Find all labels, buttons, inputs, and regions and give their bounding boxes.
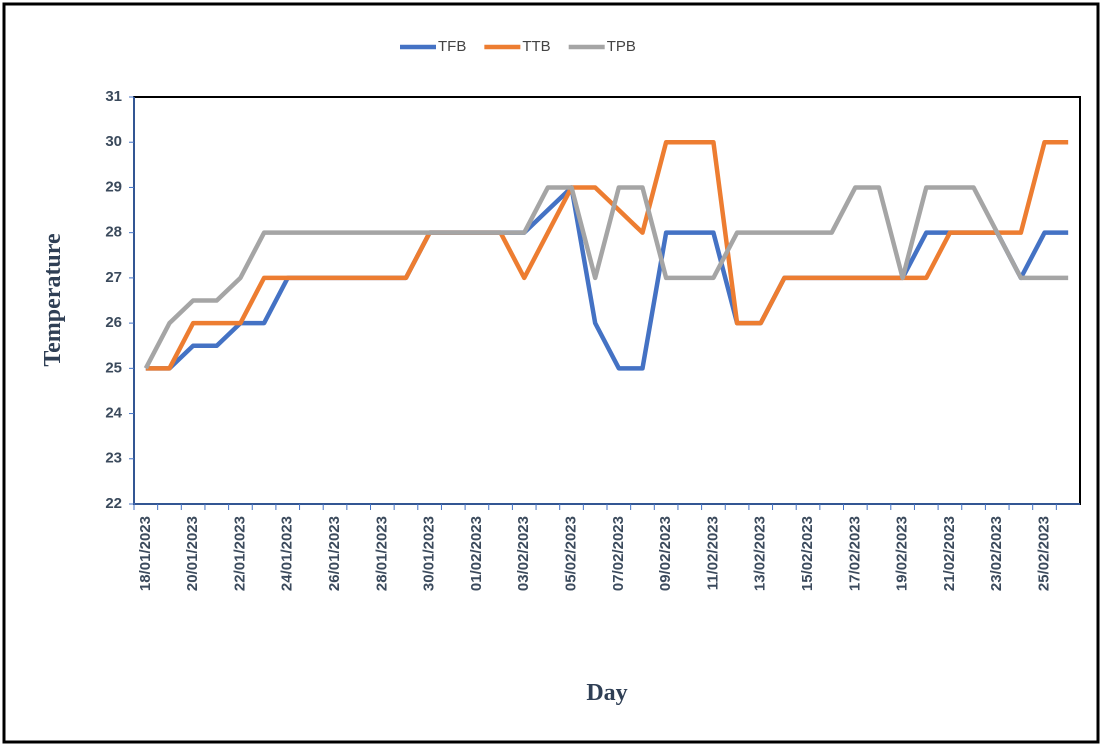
- x-tick-label: 18/01/2023: [137, 516, 154, 591]
- y-tick-label: 31: [105, 88, 122, 105]
- y-tick-label: 25: [105, 359, 122, 376]
- x-tick-label: 19/02/2023: [894, 516, 911, 591]
- y-axis-title: Temperature: [40, 233, 66, 367]
- y-tick-label: 29: [105, 178, 122, 195]
- x-tick-label: 07/02/2023: [610, 516, 627, 591]
- x-tick-label: 11/02/2023: [704, 516, 721, 590]
- x-tick-label: 30/01/2023: [421, 516, 438, 591]
- y-tick-label: 27: [105, 269, 122, 286]
- y-tick-label: 23: [105, 450, 122, 467]
- legend-label: TTB: [522, 38, 550, 55]
- x-tick-label: 01/02/2023: [468, 516, 485, 591]
- x-tick-label: 17/02/2023: [846, 516, 863, 591]
- legend-label: TFB: [438, 38, 466, 55]
- x-tick-label: 15/02/2023: [799, 516, 816, 591]
- legend-label: TPB: [607, 38, 636, 55]
- x-tick-label: 21/02/2023: [941, 516, 958, 591]
- x-tick-label: 20/01/2023: [184, 516, 201, 591]
- x-tick-label: 22/01/2023: [231, 516, 248, 591]
- x-tick-label: 05/02/2023: [562, 516, 579, 591]
- x-axis-title: Day: [586, 680, 627, 706]
- y-tick-label: 28: [105, 224, 122, 241]
- x-tick-label: 25/02/2023: [1035, 516, 1052, 591]
- y-tick-label: 26: [105, 314, 122, 331]
- legend: TFB TTB TPB: [400, 38, 636, 55]
- y-tick-label: 30: [105, 133, 122, 150]
- y-tick-label: 22: [105, 495, 122, 512]
- y-tick-label: 24: [105, 405, 122, 422]
- x-tick-label: 28/01/2023: [373, 516, 390, 591]
- x-tick-label: 23/02/2023: [988, 516, 1005, 591]
- x-tick-label: 13/02/2023: [752, 516, 769, 591]
- series-line: [143, 185, 1069, 370]
- x-tick-label: 24/01/2023: [279, 516, 296, 591]
- series-line: [145, 139, 1069, 371]
- x-tick-label: 26/01/2023: [326, 516, 343, 591]
- x-tick-label: 09/02/2023: [657, 516, 674, 591]
- x-tick-label: 03/02/2023: [515, 516, 532, 591]
